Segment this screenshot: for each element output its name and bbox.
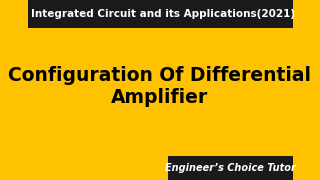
Text: Configuration Of Differential
Amplifier: Configuration Of Differential Amplifier	[9, 66, 311, 107]
Bar	[28, 0, 292, 28]
Text: Engineer’s Choice Tutor: Engineer’s Choice Tutor	[165, 163, 296, 173]
Text: Integrated Circuit and its Applications(2021): Integrated Circuit and its Applications(…	[31, 9, 296, 19]
Bar	[168, 156, 292, 180]
